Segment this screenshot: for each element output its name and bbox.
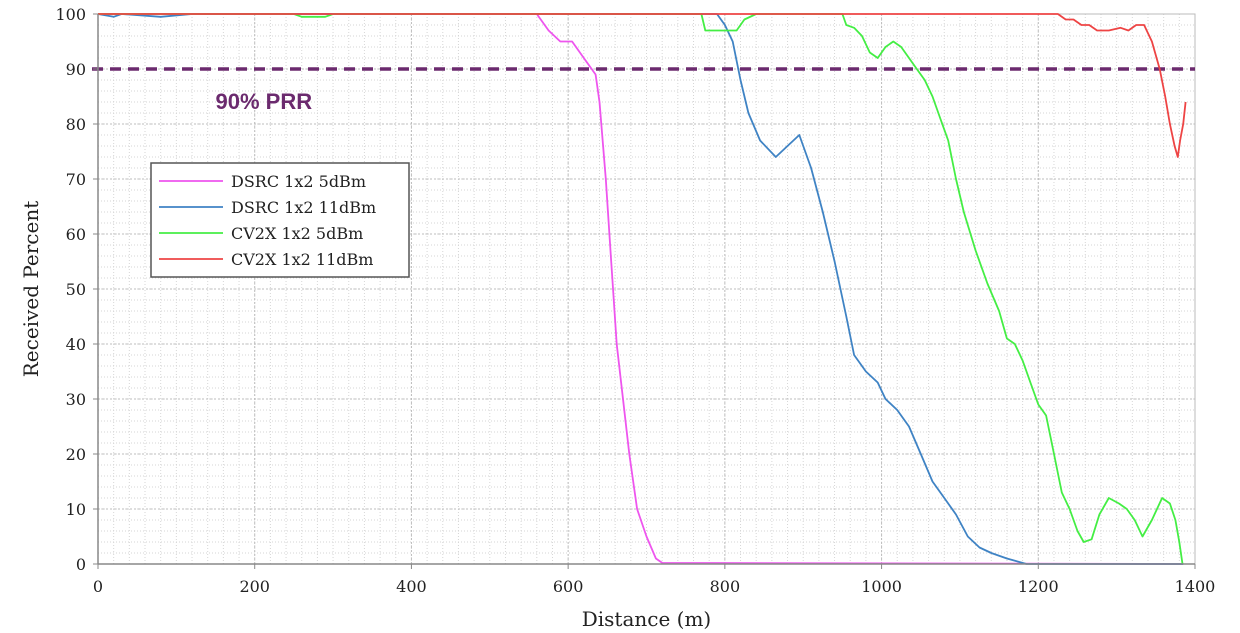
y-axis-title: Received Percent <box>19 201 43 378</box>
y-axis: 0 10 20 30 40 50 60 70 80 90 100 <box>55 5 99 574</box>
x-tick-label: 800 <box>710 577 741 596</box>
x-tick-label: 1200 <box>1018 577 1059 596</box>
x-tick-label: 200 <box>239 577 270 596</box>
y-tick-label: 50 <box>66 280 86 299</box>
y-tick-label: 70 <box>66 170 86 189</box>
y-tick-label: 30 <box>66 390 86 409</box>
x-tick-label: 0 <box>93 577 103 596</box>
reference-line-label: 90% PRR <box>216 89 313 114</box>
x-tick-label: 400 <box>396 577 427 596</box>
y-tick-label: 90 <box>66 60 86 79</box>
y-tick-label: 10 <box>66 500 86 519</box>
x-axis-title: Distance (m) <box>582 607 712 631</box>
legend-label-4: CV2X 1x2 11dBm <box>231 250 373 269</box>
x-tick-label: 600 <box>553 577 584 596</box>
legend-label-2: DSRC 1x2 11dBm <box>231 198 376 217</box>
series-line-1 <box>98 13 1184 565</box>
series-line-2 <box>97 13 1184 565</box>
y-tick-label: 20 <box>66 445 86 464</box>
y-tick-label: 100 <box>55 5 86 24</box>
legend-box <box>150 162 410 278</box>
legend-label-1: DSRC 1x2 5dBm <box>231 172 366 191</box>
x-tick-label: 1400 <box>1175 577 1216 596</box>
y-tick-label: 60 <box>66 225 86 244</box>
series-lines <box>97 13 1187 565</box>
legend: DSRC 1x2 5dBm DSRC 1x2 11dBm CV2X 1x2 5dBm… <box>150 162 410 278</box>
y-tick-label: 0 <box>76 555 86 574</box>
series-line-4 <box>98 13 1187 158</box>
x-axis: 0 200 400 600 800 1000 1200 1400 <box>93 563 1216 596</box>
y-tick-label: 40 <box>66 335 86 354</box>
y-tick-label: 80 <box>66 115 86 134</box>
x-tick-label: 1000 <box>861 577 902 596</box>
legend-label-3: CV2X 1x2 5dBm <box>231 224 363 243</box>
series-line-3 <box>98 13 1184 565</box>
